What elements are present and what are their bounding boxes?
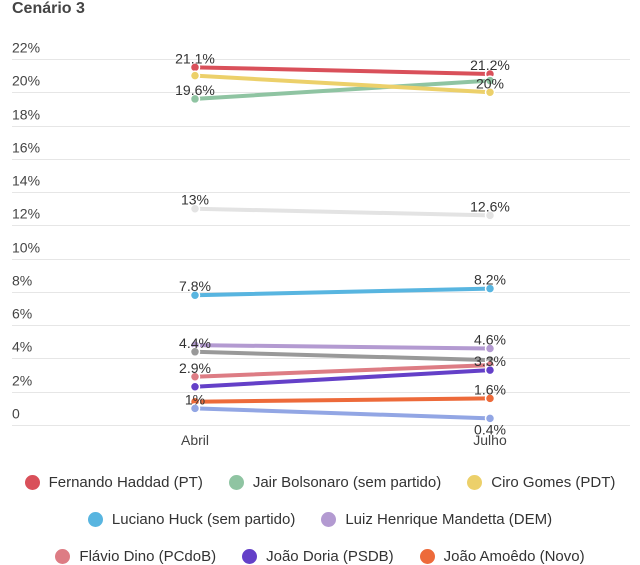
y-tick-label: 0	[12, 406, 20, 422]
legend-item[interactable]: Fernando Haddad (PT)	[24, 474, 203, 491]
legend-label: Luiz Henrique Mandetta (DEM)	[345, 511, 553, 528]
data-label: 4.4%	[179, 335, 211, 351]
data-label: 21.1%	[175, 50, 215, 66]
legend-label: João Amoêdo (Novo)	[443, 548, 585, 565]
data-point	[484, 283, 496, 294]
legend-swatch	[242, 549, 258, 564]
data-label: 13%	[181, 192, 209, 208]
data-label: 1.6%	[474, 381, 506, 397]
legend-swatch	[419, 549, 435, 564]
data-label: 12.6%	[470, 198, 510, 214]
y-tick-label: 20%	[12, 73, 40, 89]
series-points	[189, 62, 496, 424]
data-label: 2.9%	[179, 360, 211, 376]
legend-label: Ciro Gomes (PDT)	[491, 474, 616, 491]
legend-label: João Doria (PSDB)	[266, 548, 394, 565]
legend-item[interactable]: Ciro Gomes (PDT)	[467, 474, 615, 491]
data-point	[189, 93, 201, 105]
series-line	[193, 396, 492, 404]
data-point	[189, 346, 201, 358]
series-line	[193, 78, 492, 101]
line-chart: 0 2% 4% 6% 8% 10% 12% 14% 16% 18% 20% 22% Abril Julh…	[12, 40, 630, 448]
legend-item[interactable]: Flávio Dino (PCdoB)	[55, 548, 216, 565]
legend-item[interactable]: Luiz Henrique Mandetta (DEM)	[321, 511, 552, 528]
y-tick-label: 14%	[12, 173, 40, 189]
legend-row: Fernando Haddad (PT) Jair Bolsonaro (sem …	[0, 474, 640, 491]
data-label: 0.4%	[474, 421, 506, 437]
data-point	[484, 364, 496, 376]
legend-label: Jair Bolsonaro (sem partido)	[252, 474, 442, 491]
data-label: 4.6%	[474, 331, 506, 347]
grid-lines	[12, 59, 630, 426]
series-line	[193, 349, 492, 363]
legend-item[interactable]: João Doria (PSDB)	[242, 548, 394, 565]
legend-swatch	[228, 475, 244, 490]
y-tick-label: 22%	[12, 40, 40, 56]
legend-swatch	[24, 475, 40, 490]
data-point	[484, 87, 496, 98]
data-point	[189, 289, 201, 301]
data-label: 7.8%	[179, 278, 211, 294]
data-point	[484, 75, 496, 86]
series-line	[193, 363, 492, 379]
data-point	[189, 371, 201, 383]
y-tick-label: 8%	[12, 273, 32, 289]
x-axis-labels: Abril Julho	[181, 432, 507, 448]
y-tick-label: 12%	[12, 206, 40, 222]
series-line	[193, 343, 492, 351]
x-tick-label: Abril	[181, 432, 209, 448]
series-line	[193, 286, 492, 298]
legend-row: Flávio Dino (PCdoB) João Doria (PSDB) João…	[0, 548, 640, 565]
y-tick-label: 4%	[12, 339, 32, 355]
series-line	[193, 206, 492, 218]
data-point	[484, 413, 496, 424]
legend-swatch	[467, 475, 483, 490]
legend-label: Fernando Haddad (PT)	[48, 474, 203, 491]
data-point	[484, 393, 496, 404]
legend-swatch	[55, 549, 71, 564]
y-tick-label: 6%	[12, 306, 32, 322]
y-axis-labels: 0 2% 4% 6% 8% 10% 12% 14% 16% 18% 20% 22%	[12, 40, 40, 422]
data-point	[484, 210, 496, 221]
legend-label: Luciano Huck (sem partido)	[111, 511, 296, 528]
data-label: 21.2%	[470, 57, 510, 73]
legend-item[interactable]: Jair Bolsonaro (sem partido)	[228, 474, 442, 491]
data-point	[189, 403, 201, 414]
series-line	[193, 406, 492, 421]
legend-label: Flávio Dino (PCdoB)	[79, 548, 217, 565]
y-tick-label: 10%	[12, 240, 40, 256]
data-point	[189, 381, 201, 392]
chart-title: Cenário 3	[12, 0, 85, 17]
series-line	[193, 73, 492, 95]
data-point	[484, 343, 496, 354]
data-label: 3.3%	[474, 353, 506, 369]
data-label: 8.2%	[474, 272, 506, 288]
data-labels: 21.1% 21.2% 19.6% 20% 13% 12.6% 7.8% 8.2% 4.6% 4.…	[175, 50, 510, 437]
data-label: 20%	[476, 75, 504, 91]
data-label: 1%	[185, 391, 205, 407]
data-label: 19.6%	[175, 82, 215, 98]
y-tick-label: 18%	[12, 107, 40, 123]
data-point	[189, 70, 201, 81]
legend-swatch	[87, 512, 103, 527]
y-tick-label: 2%	[12, 373, 32, 389]
y-tick-label: 16%	[12, 140, 40, 156]
series-line	[193, 368, 492, 389]
legend-item[interactable]: João Amoêdo (Novo)	[419, 548, 585, 565]
x-tick-label: Julho	[473, 432, 507, 448]
data-point	[189, 203, 201, 214]
legend-swatch	[321, 512, 337, 527]
series-lines	[193, 65, 492, 421]
legend-row: Luciano Huck (sem partido) Luiz Henrique …	[0, 511, 640, 528]
legend-item[interactable]: Luciano Huck (sem partido)	[87, 511, 296, 528]
series-line	[193, 65, 492, 76]
